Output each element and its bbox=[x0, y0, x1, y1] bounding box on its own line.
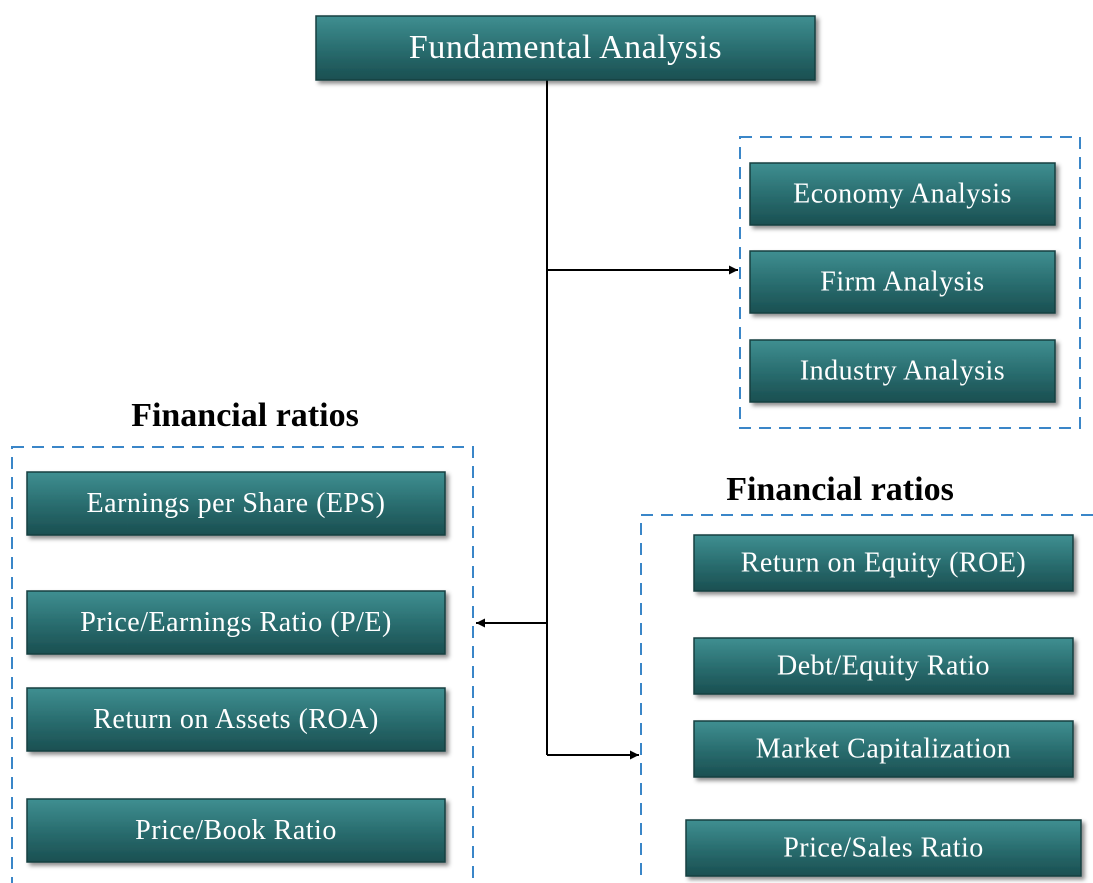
box bbox=[26, 798, 446, 863]
box bbox=[26, 590, 446, 655]
box-label: Firm Analysis bbox=[820, 266, 984, 297]
group-frame bbox=[11, 446, 474, 883]
box bbox=[693, 534, 1074, 592]
boxes: Fundamental Analysis Economy Analysis Firm… bbox=[26, 15, 1082, 877]
group-frame bbox=[739, 136, 1081, 429]
box-label: Price/Book Ratio bbox=[135, 815, 337, 846]
box bbox=[685, 819, 1082, 877]
group-frame bbox=[640, 514, 1093, 883]
box-label: Return on Equity (ROE) bbox=[741, 547, 1027, 578]
box-label: Industry Analysis bbox=[800, 355, 1005, 386]
box bbox=[749, 162, 1056, 226]
box-label: Economy Analysis bbox=[793, 178, 1012, 209]
box bbox=[693, 637, 1074, 695]
box-label: Earnings per Share (EPS) bbox=[87, 488, 386, 519]
box bbox=[26, 687, 446, 752]
box bbox=[749, 339, 1056, 403]
box-label: Fundamental Analysis bbox=[409, 29, 722, 66]
box-label: Price/Sales Ratio bbox=[783, 832, 984, 863]
box bbox=[693, 720, 1074, 778]
box bbox=[315, 15, 816, 81]
box-label: Price/Earnings Ratio (P/E) bbox=[80, 607, 392, 638]
group-title: Financial ratios bbox=[726, 471, 954, 508]
box bbox=[26, 471, 446, 536]
box-label: Return on Assets (ROA) bbox=[93, 704, 379, 735]
connectors bbox=[476, 80, 738, 760]
group-title: Financial ratios bbox=[131, 397, 359, 434]
box-label: Market Capitalization bbox=[756, 733, 1011, 764]
box bbox=[749, 250, 1056, 314]
box-label: Debt/Equity Ratio bbox=[777, 650, 990, 681]
